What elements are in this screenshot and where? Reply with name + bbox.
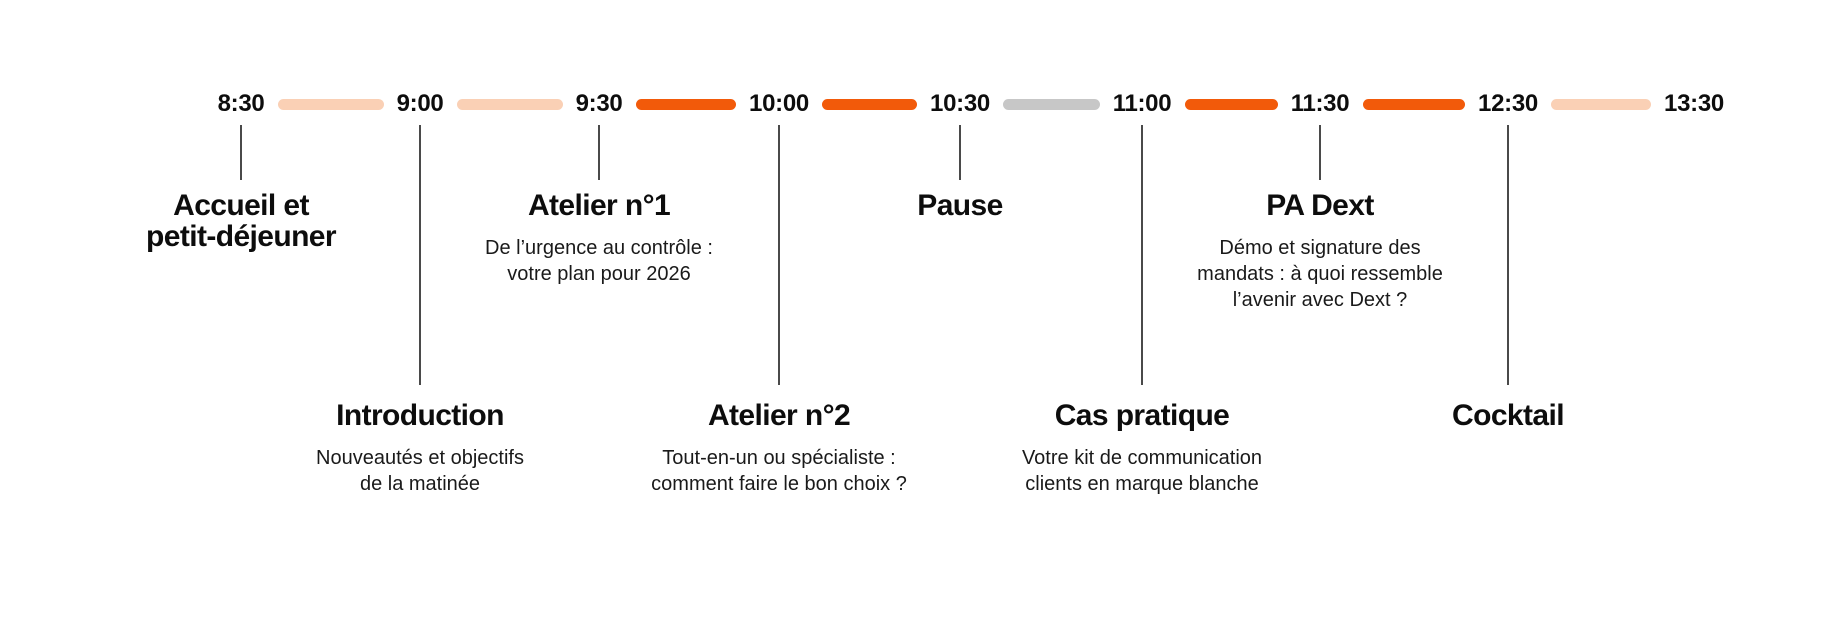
event-connector-line <box>1319 125 1321 180</box>
event-title: Atelier n°1 <box>527 189 671 222</box>
time-label: 13:30 <box>1664 90 1724 117</box>
timeline-segment <box>1362 99 1465 110</box>
event-title: Cocktail <box>1452 399 1565 432</box>
timeline-segment <box>1551 99 1651 110</box>
event-title: PA Dext <box>1266 189 1374 222</box>
event-connector-line <box>1141 125 1143 385</box>
timeline-segment <box>1003 99 1100 110</box>
time-label: 11:00 <box>1112 90 1172 117</box>
event-title: Accueil et petit-déjeuner <box>146 189 337 253</box>
event-connector-line <box>419 125 421 385</box>
event-connector-line <box>240 125 242 180</box>
time-label: 9:00 <box>396 90 444 117</box>
time-label: 11:30 <box>1290 90 1350 117</box>
time-label: 10:00 <box>749 90 809 117</box>
time-label: 9:30 <box>575 90 623 117</box>
event-card: Atelier n°1 De l’urgence au contrôle : vo… <box>434 190 764 287</box>
event-title: Atelier n°2 <box>707 399 851 432</box>
event-subtitle: De l’urgence au contrôle : votre plan po… <box>485 237 713 285</box>
event-subtitle: Tout-en-un ou spécialiste : comment fair… <box>651 447 907 495</box>
event-subtitle: Votre kit de communication clients en ma… <box>1021 447 1263 495</box>
event-connector-line <box>959 125 961 180</box>
time-label: 10:30 <box>930 90 990 117</box>
timeline-segment <box>1184 99 1278 110</box>
time-label: 8:30 <box>217 90 265 117</box>
event-connector-line <box>778 125 780 385</box>
time-label: 12:30 <box>1478 90 1538 117</box>
event-subtitle: Nouveautés et objectifs de la matinée <box>316 447 524 495</box>
event-card: PA Dext Démo et signature des mandats : à… <box>1155 190 1485 313</box>
event-title: Cas pratique <box>1054 399 1230 432</box>
event-card: Cocktail <box>1343 400 1673 431</box>
timeline-segment <box>456 99 563 110</box>
event-title: Pause <box>917 189 1003 222</box>
event-connector-line <box>598 125 600 180</box>
event-card: Introduction Nouveautés et objectifs de l… <box>255 400 585 497</box>
timeline-segment <box>822 99 917 110</box>
event-card: Pause <box>795 190 1125 221</box>
event-card: Accueil et petit-déjeuner <box>76 190 406 252</box>
event-connector-line <box>1507 125 1509 385</box>
timeline-segment <box>277 99 384 110</box>
event-subtitle: Démo et signature des mandats : à quoi r… <box>1197 237 1443 311</box>
timeline-segment <box>635 99 736 110</box>
event-card: Cas pratique Votre kit de communication c… <box>977 400 1307 497</box>
event-card: Atelier n°2 Tout-en-un ou spécialiste : c… <box>614 400 944 497</box>
event-title: Introduction <box>336 399 504 432</box>
